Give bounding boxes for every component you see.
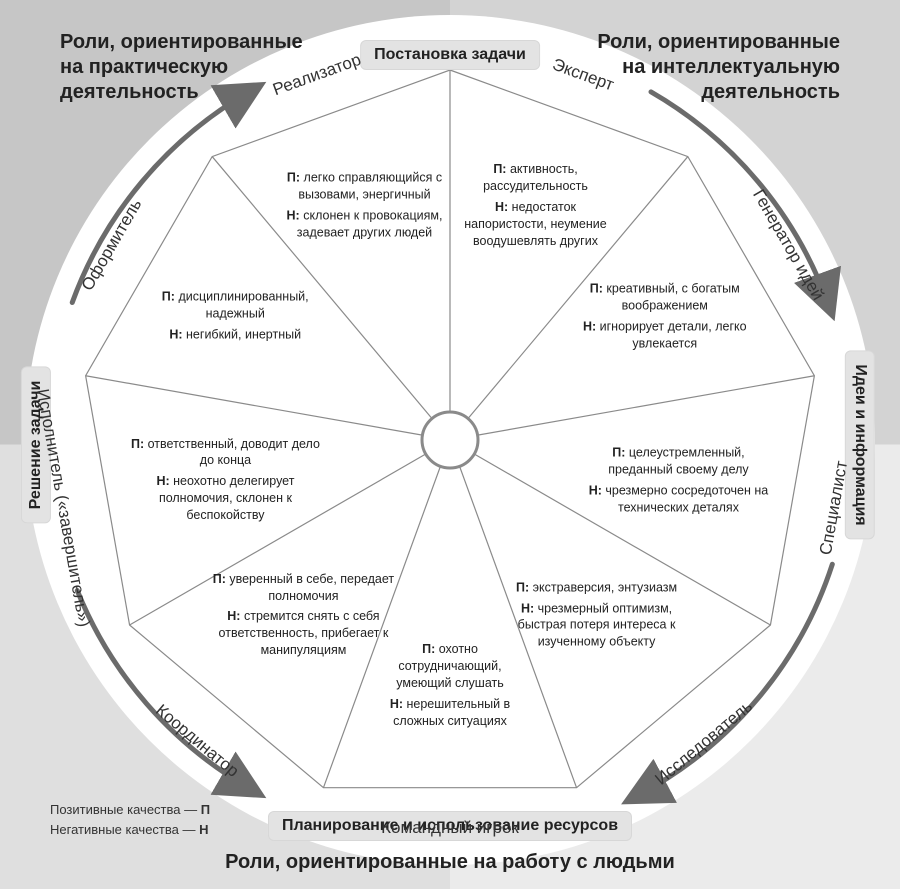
diagram-stage: { "canvas": { "width": 900, "height": 88… — [0, 0, 900, 889]
sector-text: П: целеустремленный, преданный своему де… — [578, 441, 778, 521]
legend-negative: Негативные качества — Н — [50, 820, 210, 840]
sector-negative: Н: игнорирует детали, легко увлекается — [580, 318, 750, 352]
sector-positive: П: ответственный, доводит дело до конца — [125, 435, 325, 469]
sector-text: П: уверенный в себе, передает полномочия… — [203, 566, 403, 662]
pill-right: Идеи и информация — [845, 350, 875, 539]
sector-positive: П: легко справляющийся с вызовами, энерг… — [279, 169, 449, 203]
sector-positive: П: активность, рассудительность — [461, 161, 611, 195]
role-label: Командный игрок — [381, 818, 519, 838]
caption-top-left: Роли, ориентированныена практическуюдеят… — [60, 30, 303, 105]
sector-negative: Н: нерешительный в сложных ситуациях — [370, 695, 530, 729]
pill-top: Постановка задачи — [360, 40, 540, 70]
sector-text: П: ответственный, доводит дело до конца Н… — [125, 431, 325, 527]
sector-positive: П: дисциплинированный, надежный — [140, 289, 330, 323]
caption-bottom-center: Роли, ориентированные на работу с людьми — [0, 850, 900, 875]
sector-positive: П: уверенный в себе, передает полномочия — [203, 570, 403, 604]
sector-negative: Н: стремится снять с себя ответственност… — [203, 608, 403, 659]
sector-negative: Н: недостаток напористости, неумение воо… — [461, 199, 611, 250]
sector-text: П: креативный, с богатым воображением Н: … — [580, 276, 750, 356]
sector-negative: Н: чрезмерно сосредоточен на технических… — [578, 482, 778, 516]
legend-positive: Позитивные качества — П — [50, 800, 210, 820]
sector-positive: П: экстраверсия, энтузиазм — [502, 579, 692, 596]
sector-negative: Н: негибкий, инертный — [140, 326, 330, 343]
sector-negative: Н: склонен к провокациям, задевает други… — [279, 207, 449, 241]
sector-negative: Н: неохотно делегирует полномочия, склон… — [125, 473, 325, 524]
sector-negative: Н: чрезмерный оптимизм, быстрая потеря и… — [502, 600, 692, 651]
sector-text: П: дисциплинированный, надежный Н: негибк… — [140, 285, 330, 348]
sector-positive: П: целеустремленный, преданный своему де… — [578, 445, 778, 479]
caption-top-right: Роли, ориентированныена интеллектуальную… — [597, 30, 840, 105]
legend: Позитивные качества — П Негативные качес… — [50, 800, 210, 839]
role-name: Командный игрок — [381, 818, 519, 837]
sector-text: П: экстраверсия, энтузиазм Н: чрезмерный … — [502, 575, 692, 655]
sector-text: П: легко справляющийся с вызовами, энерг… — [279, 165, 449, 245]
sector-positive: П: креативный, с богатым воображением — [580, 280, 750, 314]
sector-text: П: активность, рассудительность Н: недост… — [461, 157, 611, 253]
